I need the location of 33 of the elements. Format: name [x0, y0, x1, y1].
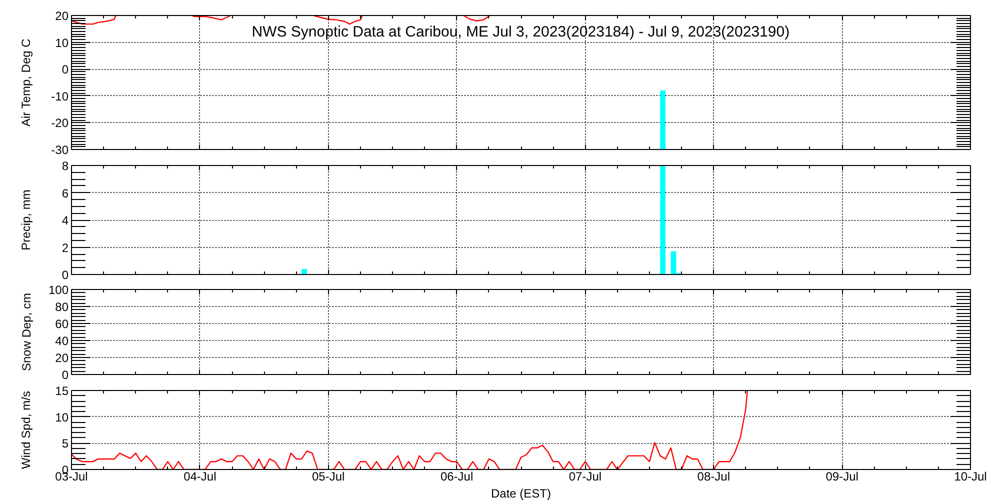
- y-tick-label: -30: [51, 143, 69, 157]
- y-tick-label: 2: [62, 240, 69, 255]
- y-axis-title: Snow Dep, cm: [19, 292, 34, 372]
- y-axis-title: Precip, mm: [18, 190, 33, 250]
- y-tick-label: 0: [62, 268, 69, 282]
- y-tick-label: 5: [62, 436, 69, 451]
- y-tick-label: 100: [48, 283, 69, 297]
- y-tick-label: 0: [62, 368, 69, 382]
- y-tick-label: 10: [55, 36, 69, 50]
- y-tick-label: 60: [55, 317, 69, 331]
- x-tick-label: 06-Jul: [440, 470, 474, 484]
- x-tick-label: 09-Jul: [826, 470, 858, 484]
- y-tick-label: 0: [62, 62, 69, 77]
- x-tick-label: 10-Jul: [954, 470, 987, 484]
- y-tick-label: 6: [62, 186, 69, 200]
- y-tick-label: 20: [55, 9, 69, 23]
- y-tick-label: 80: [55, 300, 69, 314]
- y-tick-label: 20: [55, 351, 69, 365]
- x-tick-label: 07-Jul: [568, 470, 602, 484]
- y-tick-label: -10: [51, 89, 69, 104]
- x-tick-label: 08-Jul: [697, 470, 730, 484]
- y-tick-label: 40: [55, 334, 69, 348]
- text: NWS Synoptic Data at Caribou, ME Jul 3, 2023(2023184) - Jul 9, 2023(2023190): [252, 24, 790, 40]
- y-axis-title: Air Temp, Deg C: [19, 38, 34, 127]
- y-tick-label: 8: [62, 159, 69, 173]
- y-tick-label: 4: [62, 214, 69, 228]
- y-tick-label: 15: [55, 384, 69, 398]
- y-axis-title: Wind Spd, m/s: [19, 390, 34, 470]
- y-tick-label: 10: [55, 410, 69, 424]
- x-tick-label: 05-Jul: [312, 470, 345, 484]
- x-tick-label: 04-Jul: [184, 470, 216, 484]
- x-axis-title: Date (EST): [490, 486, 552, 500]
- y-tick-label: -20: [51, 116, 69, 130]
